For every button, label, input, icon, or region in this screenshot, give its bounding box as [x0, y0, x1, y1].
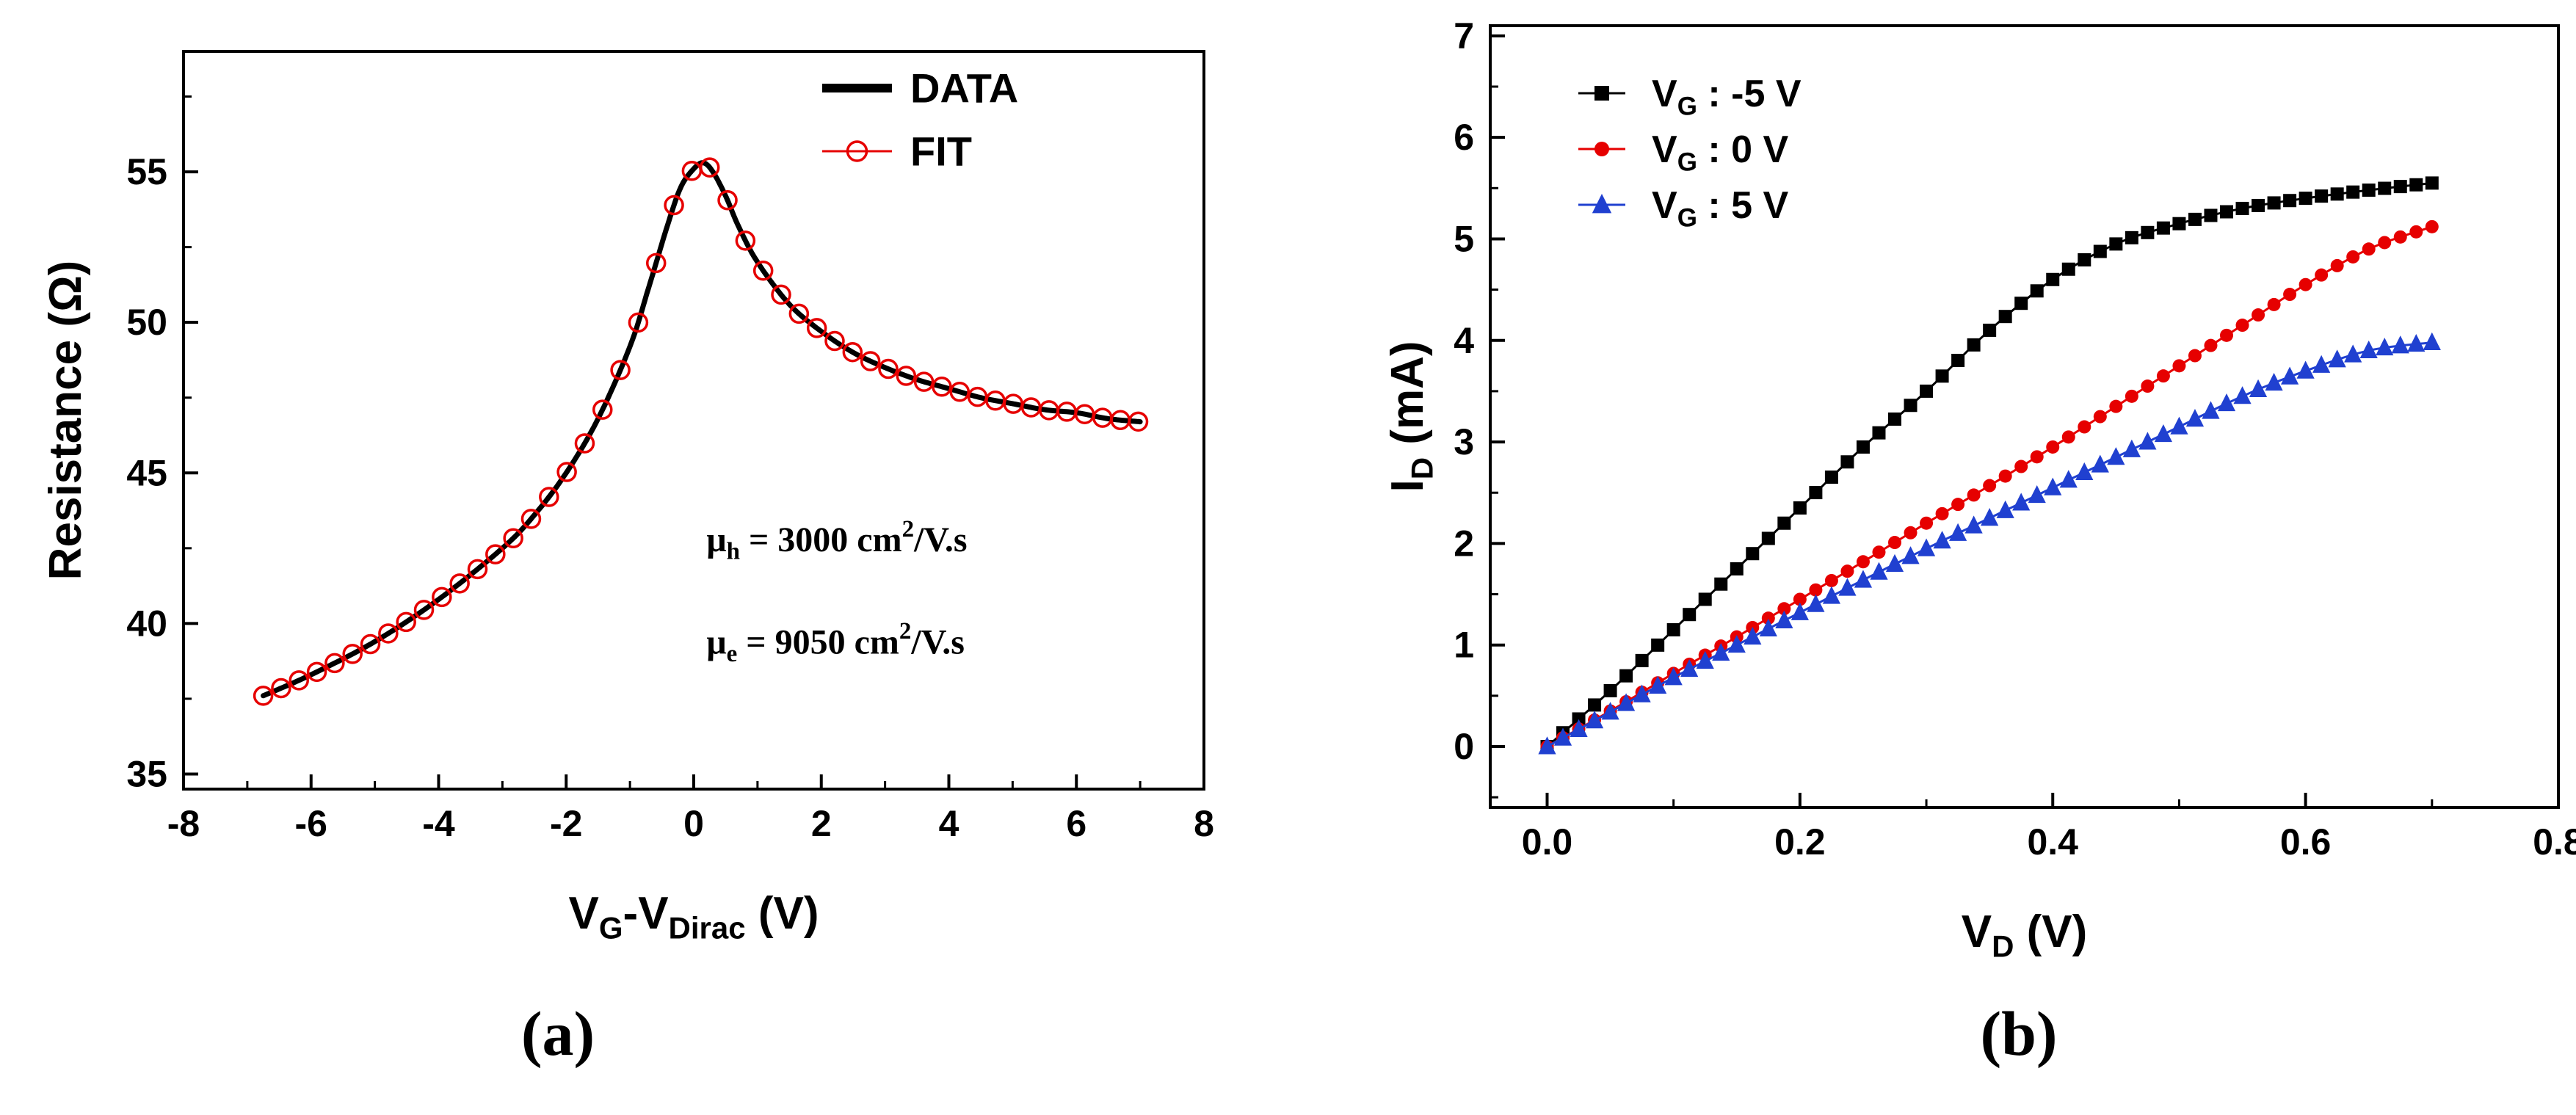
y-tick-label: 1 [1454, 625, 1474, 666]
x-tick-label: 0.0 [1522, 821, 1573, 862]
panel-label-a: (a) [520, 998, 595, 1069]
x-tick-label: -2 [550, 803, 582, 844]
legend-label: VG : -5 V [1652, 73, 1802, 120]
panel-label-b: (b) [1980, 998, 2058, 1069]
series-line [261, 160, 1143, 699]
x-tick-label: 0 [683, 803, 704, 844]
x-tick-label: -8 [167, 803, 200, 844]
x-tick-label: 0.2 [1774, 821, 1826, 862]
y-tick-label: 2 [1454, 523, 1474, 564]
x-axis-title: VG-VDirac (V) [569, 888, 819, 945]
axes: 0.0 0.2 0.4 0.6 0.8 0 1 2 3 4 5 6 7 [1454, 15, 2576, 862]
chart-a-dirac-resistance: -8 -6 -4 -2 0 2 4 6 8 35 40 45 50 55 VG-VDirac (V) Resi… [22, 22, 1270, 991]
x-tick-label: -6 [295, 803, 327, 844]
series-vg-5-v [1540, 176, 2439, 754]
series-line [1546, 341, 2434, 748]
y-tick-label: 6 [1454, 117, 1474, 158]
x-tick-label: 0.4 [2027, 821, 2078, 862]
legend: DATA FIT [822, 65, 1018, 175]
series-fit [253, 157, 1149, 706]
annotation: μh = 3000 cm2/V.s [706, 516, 967, 565]
y-axis-title: ID (mA) [1382, 341, 1440, 493]
panel-b-svg: 0.0 0.2 0.4 0.6 0.8 0 1 2 3 4 5 6 7 VD (V) ID (mA) VG :… [1382, 15, 2576, 964]
y-tick-label: 35 [126, 753, 167, 794]
y-tick-label: 0 [1454, 726, 1474, 767]
series-line [1546, 181, 2434, 748]
y-tick-label: 4 [1454, 320, 1474, 361]
x-tick-label: 0.6 [2280, 821, 2332, 862]
legend-label: FIT [910, 128, 972, 175]
x-tick-label: 2 [811, 803, 832, 844]
legend-label: VG : 5 V [1652, 184, 1789, 232]
y-tick-label: 5 [1454, 218, 1474, 259]
annotation: μe = 9050 cm2/V.s [706, 618, 965, 667]
series-data [261, 160, 1143, 699]
x-tick-label: 6 [1066, 803, 1086, 844]
plot-frame [1489, 24, 2560, 809]
legend-label: DATA [910, 65, 1018, 112]
axes: -8 -6 -4 -2 0 2 4 6 8 35 40 45 50 55 [126, 95, 1214, 844]
y-tick-label: 50 [126, 302, 167, 343]
y-tick-label: 45 [126, 452, 167, 493]
x-tick-label: 4 [939, 803, 959, 844]
legend-label: VG : 0 V [1652, 128, 1789, 176]
series-vg-5-v [1538, 332, 2441, 755]
x-tick-label: -4 [422, 803, 455, 844]
chart-b-output-characteristics: 0.0 0.2 0.4 0.6 0.8 0 1 2 3 4 5 6 7 VD (V) ID (mA) VG :… [1358, 11, 2576, 998]
legend: VG : -5 V VG : 0 V VG : 5 V [1578, 73, 1802, 233]
x-axis-title: VD (V) [1962, 907, 2088, 964]
y-tick-label: 7 [1454, 15, 1474, 57]
x-tick-label: 0.8 [2533, 821, 2576, 862]
x-tick-label: 8 [1194, 803, 1214, 844]
panel-a-svg: -8 -6 -4 -2 0 2 4 6 8 35 40 45 50 55 VG-VDirac (V) Resi… [40, 50, 1214, 945]
y-tick-label: 3 [1454, 421, 1474, 462]
y-tick-label: 40 [126, 603, 167, 644]
y-axis-title: Resistance (Ω) [40, 261, 91, 581]
y-tick-label: 55 [126, 151, 167, 192]
